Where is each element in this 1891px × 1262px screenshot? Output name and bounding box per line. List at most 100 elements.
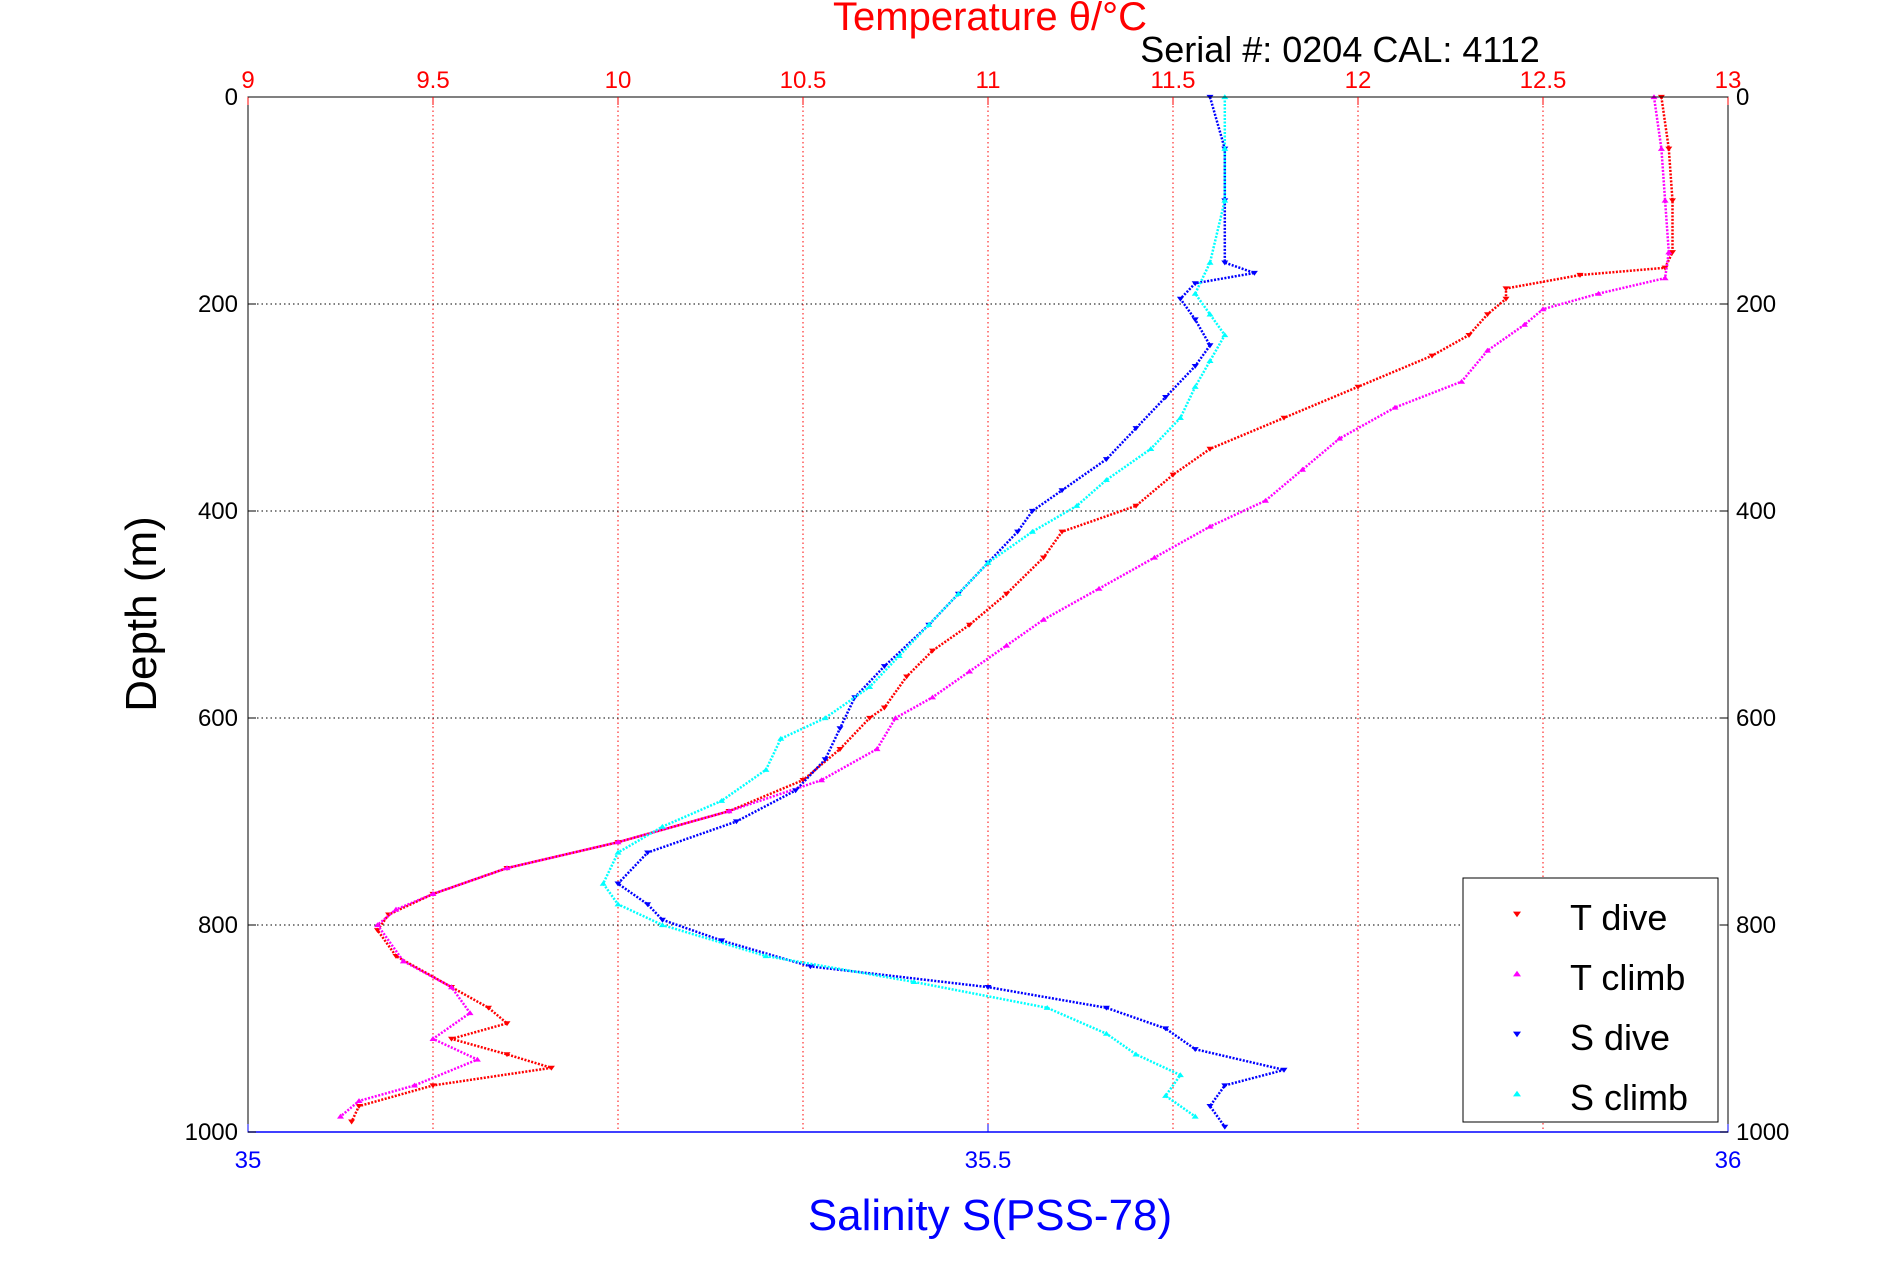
- data-point: [1502, 296, 1510, 302]
- series-s-dive: [614, 94, 1288, 1130]
- legend-marker: [1513, 911, 1521, 918]
- data-point: [836, 726, 844, 732]
- data-point: [1073, 503, 1081, 508]
- data-point: [399, 958, 407, 964]
- x-top-tick-label: 10: [605, 67, 632, 94]
- y-left-tick-label: 200: [198, 291, 238, 318]
- series-t-dive: [348, 94, 1676, 1125]
- y-left-tick-label: 400: [198, 498, 238, 525]
- legend-label: S climb: [1570, 1077, 1688, 1118]
- data-point: [547, 1065, 555, 1071]
- y-right-tick-label: 1000: [1736, 1119, 1789, 1146]
- data-point: [1595, 290, 1602, 296]
- series-trace: [350, 96, 1674, 1123]
- data-point: [658, 917, 666, 923]
- y-right-tick-label: 0: [1736, 84, 1749, 111]
- legend-marker: [1513, 970, 1521, 977]
- data-point: [1280, 415, 1288, 421]
- data-point: [1169, 472, 1177, 478]
- y-left-tick-label: 800: [198, 912, 238, 939]
- data-point: [1151, 554, 1158, 560]
- data-point: [1465, 332, 1473, 338]
- legend-marker: [1513, 1031, 1521, 1038]
- data-point: [1058, 529, 1066, 535]
- data-point: [503, 1021, 511, 1027]
- data-point: [806, 964, 814, 970]
- series-trace: [339, 96, 1671, 1118]
- data-point: [1354, 384, 1362, 390]
- data-point: [392, 906, 400, 912]
- data-point: [1147, 446, 1155, 451]
- data-point: [929, 694, 936, 700]
- y-right-tick-label: 400: [1736, 498, 1776, 525]
- data-point: [1665, 249, 1673, 255]
- data-point: [880, 664, 888, 670]
- x-axis-label-bottom: Salinity S(PSS-78): [808, 1191, 1172, 1240]
- data-point: [411, 1082, 418, 1088]
- series-t-climb: [337, 94, 1673, 1119]
- data-point: [644, 850, 652, 856]
- data-point: [1191, 1113, 1199, 1119]
- y-left-tick-label: 0: [225, 84, 238, 111]
- data-point: [1132, 426, 1140, 431]
- data-point: [1428, 353, 1436, 359]
- data-point: [1132, 503, 1140, 509]
- data-point: [1162, 395, 1170, 400]
- data-point: [1576, 272, 1584, 278]
- series-trace: [601, 97, 1227, 1118]
- data-point: [966, 668, 973, 674]
- x-top-tick-label: 11.5: [1151, 67, 1196, 94]
- data-point: [614, 849, 622, 855]
- data-point: [718, 938, 726, 944]
- x-top-tick-label: 13: [1715, 67, 1742, 94]
- chart-title: Temperature θ/°C: [833, 0, 1147, 39]
- data-point: [448, 984, 455, 990]
- data-point: [725, 808, 733, 814]
- y-right-tick-label: 800: [1736, 912, 1776, 939]
- data-point: [1043, 1005, 1051, 1010]
- data-point: [429, 1036, 437, 1041]
- data-point: [873, 746, 881, 752]
- legend-label: S dive: [1570, 1017, 1670, 1058]
- data-point: [836, 746, 844, 752]
- data-point: [1191, 317, 1199, 323]
- tick-label-layer: 9 9.5 10 10.5 11 11.5 12 12.5 13 35 35.5 36 0 0 200 200…: [185, 67, 1790, 1174]
- data-point: [1191, 364, 1199, 369]
- x-top-tick-label: 12: [1345, 67, 1372, 94]
- data-point: [1102, 477, 1110, 483]
- data-point: [1028, 528, 1036, 534]
- data-point: [984, 559, 992, 565]
- data-point: [1206, 259, 1214, 265]
- data-point: [1028, 508, 1036, 514]
- data-point: [1191, 1047, 1199, 1052]
- data-point: [473, 1056, 481, 1062]
- data-point: [895, 653, 903, 658]
- data-point: [984, 985, 992, 990]
- data-point: [1539, 306, 1547, 312]
- data-point: [1521, 321, 1528, 327]
- data-point: [1191, 290, 1199, 296]
- series-s-climb: [599, 94, 1229, 1119]
- data-point: [1280, 1067, 1288, 1073]
- data-point: [966, 622, 973, 628]
- data-point: [337, 1113, 344, 1119]
- data-point: [1336, 435, 1343, 441]
- data-point: [1191, 384, 1199, 389]
- data-point: [429, 891, 437, 897]
- data-point: [954, 591, 962, 596]
- data-point: [599, 880, 607, 886]
- data-point: [892, 715, 899, 721]
- data-point: [1206, 446, 1214, 452]
- data-point: [1003, 591, 1010, 597]
- data-point: [503, 1052, 511, 1058]
- data-point: [866, 684, 874, 690]
- data-point: [866, 715, 874, 721]
- x-bottom-tick-label: 36: [1715, 1147, 1742, 1174]
- data-point: [777, 735, 785, 741]
- data-point: [929, 648, 936, 654]
- data-point: [821, 757, 829, 763]
- data-point: [792, 788, 800, 794]
- data-point: [1661, 197, 1669, 203]
- data-point: [1458, 378, 1466, 384]
